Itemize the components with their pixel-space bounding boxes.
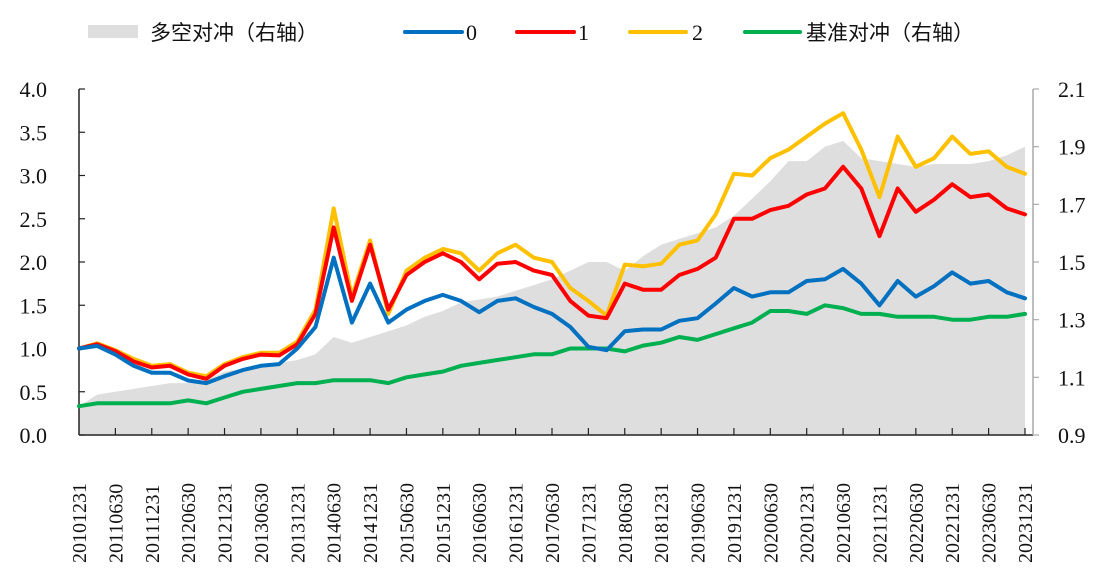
x-tick-label: 20150630 [396, 483, 418, 563]
right-tick-label: 1.1 [1058, 365, 1086, 390]
x-tick-label: 20161231 [506, 483, 528, 563]
x-tick-label: 20200630 [760, 483, 782, 563]
x-tick-label: 20130630 [251, 483, 273, 563]
x-tick-label: 20111231 [142, 484, 164, 563]
x-tick-label: 20121231 [215, 483, 237, 563]
x-tick-label: 20211231 [869, 484, 891, 563]
x-tick-label: 20141231 [360, 483, 382, 563]
x-tick-label: 20170630 [542, 483, 564, 563]
x-tick-label: 20140630 [324, 483, 346, 563]
right-tick-label: 1.5 [1058, 250, 1086, 275]
area-layer [79, 140, 1025, 435]
lines-layer [77, 111, 1027, 409]
legend-label: 多空对冲（右轴） [150, 21, 318, 45]
legend-label: 0 [466, 20, 477, 45]
legend-item-area[interactable]: 多空对冲（右轴） [88, 21, 318, 45]
axes [78, 88, 1039, 436]
x-tick-label: 20101231 [69, 483, 91, 563]
x-tick-label: 20231231 [1015, 483, 1037, 563]
legend-swatch [88, 25, 138, 38]
legend: 多空对冲（右轴） 0 1 2 基准对冲（右轴） [88, 20, 974, 45]
right-tick-label: 1.3 [1058, 308, 1086, 333]
left-tick-label: 1.5 [20, 293, 48, 318]
x-tick-label: 20171231 [578, 483, 600, 563]
long-short-hedge-area [79, 140, 1025, 435]
legend-item-bench[interactable]: 基准对冲（右轴） [743, 21, 974, 45]
x-tick-label: 20190630 [688, 483, 710, 563]
x-tick-label: 20160630 [469, 483, 491, 563]
x-tick-label: 20221231 [942, 483, 964, 563]
legend-item-s1[interactable]: 1 [515, 20, 589, 45]
right-tick-label: 1.9 [1058, 135, 1086, 160]
x-tick-label: 20180630 [615, 483, 637, 563]
left-tick-label: 0.5 [20, 380, 48, 405]
left-tick-label: 3.5 [20, 120, 48, 145]
left-tick-label: 2.5 [20, 207, 48, 232]
left-tick-label: 2.0 [20, 250, 48, 275]
left-tick-label: 3.0 [20, 164, 48, 189]
legend-label: 1 [578, 20, 589, 45]
series-0-line [77, 255, 1027, 386]
x-tick-label: 20181231 [651, 483, 673, 563]
x-tick-label: 20230630 [979, 483, 1001, 563]
right-tick-label: 1.7 [1058, 192, 1086, 217]
x-tick-label: 20220630 [906, 483, 928, 563]
legend-label: 2 [692, 20, 703, 45]
x-tick-label: 20110630 [105, 484, 127, 563]
x-tick-label: 20151231 [433, 483, 455, 563]
legend-item-s2[interactable]: 2 [628, 20, 703, 45]
left-tick-label: 1.0 [20, 337, 48, 362]
x-tick-label: 20191231 [724, 483, 746, 563]
benchmark-hedge-line [77, 303, 1027, 409]
legend-item-s0[interactable]: 0 [403, 20, 477, 45]
x-tick-label: 20210630 [833, 483, 855, 563]
left-tick-label: 4.0 [20, 77, 48, 102]
right-tick-label: 2.1 [1058, 77, 1086, 102]
x-tick-label: 20120630 [178, 483, 200, 563]
series-1-line [77, 164, 1027, 381]
tick-labels: 0.0 0.5 1.0 1.5 2.0 2.5 3.0 3.5 4.0 0.9 1.1 1.3 1.5 1… [20, 77, 1086, 563]
legend-label: 基准对冲（右轴） [806, 21, 974, 45]
right-tick-label: 0.9 [1058, 423, 1086, 448]
x-tick-label: 20201231 [797, 483, 819, 563]
x-tick-label: 20131231 [287, 483, 309, 563]
left-tick-label: 0.0 [20, 423, 48, 448]
